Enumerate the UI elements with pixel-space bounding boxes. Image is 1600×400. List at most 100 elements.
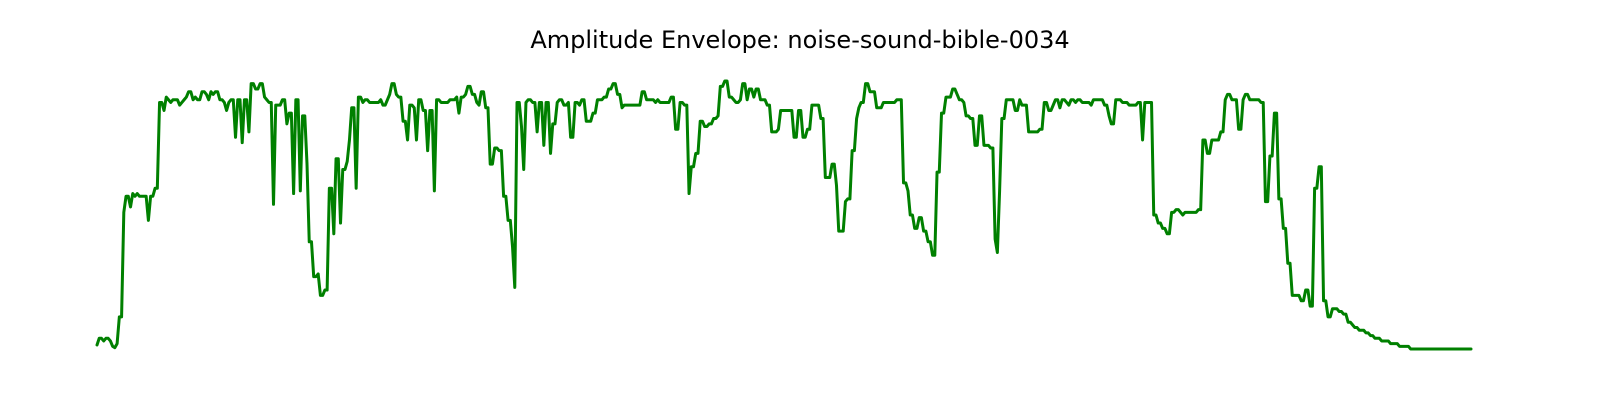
envelope-point	[866, 82, 869, 85]
envelope-point	[1125, 101, 1128, 104]
envelope-point	[1049, 109, 1052, 112]
envelope-point	[330, 187, 333, 190]
envelope-point	[469, 85, 472, 88]
envelope-point	[752, 96, 755, 99]
envelope-point	[343, 168, 346, 171]
envelope-point	[911, 214, 914, 217]
envelope-point	[495, 147, 498, 150]
envelope-point	[120, 315, 123, 318]
envelope-point	[419, 98, 422, 101]
envelope-point	[1025, 104, 1028, 107]
envelope-point	[750, 88, 753, 91]
envelope-point	[96, 343, 99, 346]
envelope-point	[799, 109, 802, 112]
envelope-point	[1371, 334, 1374, 337]
envelope-point	[209, 90, 212, 93]
envelope-point	[522, 168, 525, 171]
envelope-point	[256, 88, 259, 91]
envelope-point	[413, 106, 416, 109]
envelope-point	[848, 197, 851, 200]
envelope-point	[929, 240, 932, 243]
envelope-point	[176, 98, 179, 101]
envelope-point	[1228, 93, 1231, 96]
envelope-point	[777, 128, 780, 131]
envelope-point	[263, 96, 266, 99]
envelope-point	[122, 211, 125, 214]
envelope-point	[862, 101, 865, 104]
envelope-point	[994, 238, 997, 241]
envelope-point	[976, 144, 979, 147]
envelope-point	[1208, 152, 1211, 155]
envelope-point	[393, 82, 396, 85]
envelope-point	[529, 98, 532, 101]
envelope-point	[960, 98, 963, 101]
envelope-point	[1177, 208, 1180, 211]
envelope-point	[192, 98, 195, 101]
envelope-point	[853, 149, 856, 152]
envelope-point	[1302, 299, 1305, 302]
envelope-point	[904, 181, 907, 184]
envelope-point	[1340, 310, 1343, 313]
envelope-point	[942, 112, 945, 115]
envelope-point	[518, 101, 521, 104]
envelope-point	[705, 125, 708, 128]
envelope-point	[1181, 214, 1184, 217]
envelope-point	[491, 163, 494, 166]
envelope-point	[1356, 326, 1359, 329]
envelope-point	[252, 82, 255, 85]
envelope-point	[238, 98, 241, 101]
envelope-point	[556, 101, 559, 104]
envelope-point	[900, 98, 903, 101]
envelope-point	[880, 106, 883, 109]
envelope-point	[1079, 98, 1082, 101]
envelope-point	[145, 195, 148, 198]
envelope-point	[165, 96, 168, 99]
envelope-point	[297, 98, 300, 101]
envelope-point	[654, 101, 657, 104]
envelope-point	[317, 272, 320, 275]
envelope-point	[234, 136, 237, 139]
envelope-point	[1150, 101, 1153, 104]
envelope-point	[600, 98, 603, 101]
envelope-point	[404, 120, 407, 123]
envelope-point	[379, 98, 382, 101]
envelope-point	[638, 104, 641, 107]
envelope-point	[1324, 299, 1327, 302]
envelope-point	[431, 109, 434, 112]
envelope-point	[746, 98, 749, 101]
envelope-point	[739, 98, 742, 101]
envelope-point	[457, 112, 460, 115]
envelope-point	[768, 104, 771, 107]
envelope-point	[554, 122, 557, 125]
envelope-point	[676, 128, 679, 131]
envelope-point	[366, 98, 369, 101]
envelope-point	[844, 200, 847, 203]
envelope-point	[1072, 98, 1075, 101]
envelope-point	[757, 88, 760, 91]
envelope-point	[571, 136, 574, 139]
envelope-point	[185, 96, 188, 99]
envelope-point	[1235, 98, 1238, 101]
envelope-point	[1087, 101, 1090, 104]
envelope-point	[136, 192, 139, 195]
envelope-point	[147, 219, 150, 222]
envelope-point	[609, 88, 612, 91]
envelope-point	[1199, 208, 1202, 211]
envelope-point	[1163, 227, 1166, 230]
envelope-point	[198, 98, 201, 101]
envelope-point	[857, 106, 860, 109]
envelope-point	[227, 101, 230, 104]
envelope-point	[1470, 348, 1473, 351]
envelope-point	[842, 230, 845, 233]
envelope-point	[547, 101, 550, 104]
envelope-point	[1271, 155, 1274, 158]
envelope-point	[967, 114, 970, 117]
envelope-point	[1016, 109, 1019, 112]
envelope-point	[614, 82, 617, 85]
envelope-point	[1058, 106, 1061, 109]
envelope-point	[163, 109, 166, 112]
envelope-point	[1105, 104, 1108, 107]
envelope-point	[956, 93, 959, 96]
envelope-point	[565, 104, 568, 107]
envelope-point	[1139, 101, 1142, 104]
